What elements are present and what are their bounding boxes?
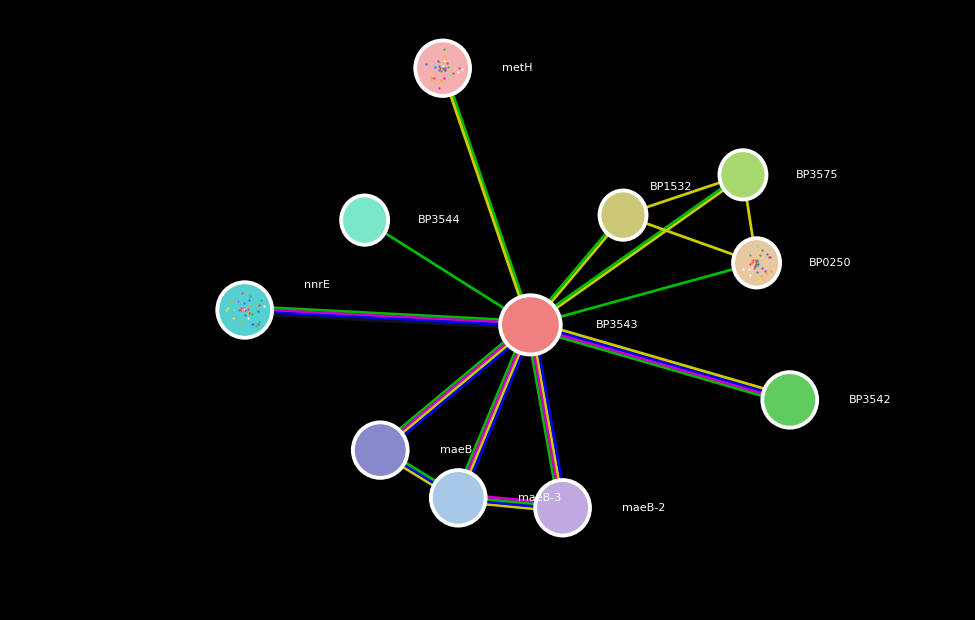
Text: BP3542: BP3542 — [849, 395, 892, 405]
Ellipse shape — [718, 148, 768, 202]
Text: BP0250: BP0250 — [809, 258, 852, 268]
Ellipse shape — [339, 193, 390, 247]
Ellipse shape — [536, 481, 589, 534]
Ellipse shape — [734, 239, 779, 286]
Text: BP3543: BP3543 — [596, 320, 639, 330]
Text: BP3575: BP3575 — [796, 170, 838, 180]
Ellipse shape — [760, 370, 819, 430]
Ellipse shape — [598, 188, 648, 242]
Ellipse shape — [731, 236, 782, 290]
Ellipse shape — [218, 283, 271, 337]
Text: nnrE: nnrE — [304, 280, 331, 290]
Text: BP1532: BP1532 — [649, 182, 692, 192]
Text: maeB-3: maeB-3 — [518, 493, 561, 503]
Text: maeB: maeB — [440, 445, 472, 455]
Ellipse shape — [416, 42, 469, 95]
Ellipse shape — [432, 471, 485, 525]
Ellipse shape — [601, 192, 645, 239]
Ellipse shape — [413, 38, 472, 98]
Ellipse shape — [721, 151, 765, 198]
Ellipse shape — [498, 293, 563, 356]
Ellipse shape — [429, 468, 488, 528]
Ellipse shape — [342, 197, 387, 244]
Ellipse shape — [354, 423, 407, 477]
Ellipse shape — [351, 420, 410, 480]
Ellipse shape — [533, 478, 592, 538]
Text: metH: metH — [502, 63, 532, 73]
Ellipse shape — [763, 373, 816, 427]
Text: BP3544: BP3544 — [417, 215, 460, 225]
Text: maeB-2: maeB-2 — [622, 503, 666, 513]
Ellipse shape — [501, 296, 560, 353]
Ellipse shape — [215, 280, 274, 340]
